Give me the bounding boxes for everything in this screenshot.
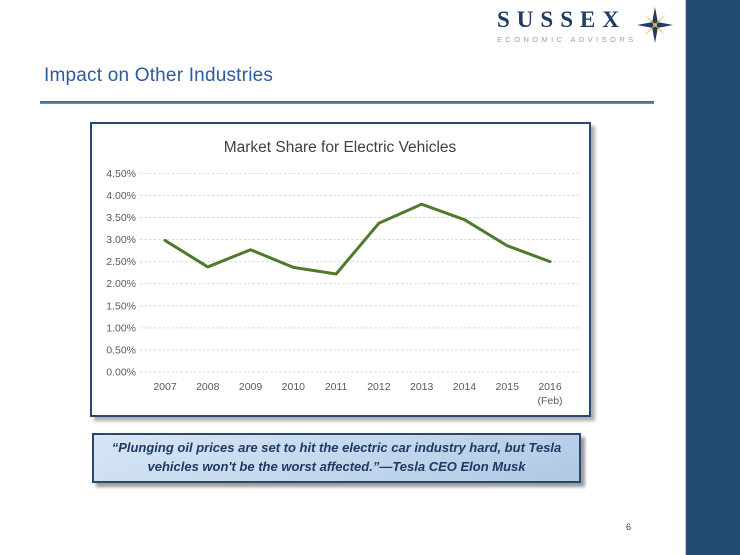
svg-text:2008: 2008 [196, 381, 220, 393]
logo-text-column: SUSSEX ECONOMIC ADVISORS [497, 7, 637, 45]
svg-text:0.00%: 0.00% [106, 367, 136, 379]
svg-text:2016: 2016 [538, 381, 562, 393]
sussex-logo: SUSSEX ECONOMIC ADVISORS [497, 7, 674, 48]
svg-text:2007: 2007 [153, 381, 177, 393]
svg-text:3.50%: 3.50% [106, 212, 136, 224]
title-divider-rule [40, 101, 654, 104]
svg-text:4.50%: 4.50% [106, 168, 136, 180]
compass-star-icon [637, 7, 674, 48]
chart-panel: Market Share for Electric Vehicles 0.00% 0… [90, 122, 591, 417]
svg-text:2014: 2014 [453, 381, 477, 393]
svg-text:2011: 2011 [325, 381, 348, 393]
svg-text:2015: 2015 [496, 381, 520, 393]
svg-text:Market Share for Electric Vehi: Market Share for Electric Vehicles [224, 139, 457, 156]
quote-callout-box: “Plunging oil prices are set to hit the … [92, 433, 581, 483]
svg-text:2.00%: 2.00% [106, 278, 136, 290]
svg-text:2.50%: 2.50% [106, 256, 136, 268]
right-accent-bar [685, 0, 740, 555]
svg-text:1.50%: 1.50% [106, 300, 136, 312]
logo-wordmark: SUSSEX [497, 7, 626, 32]
svg-text:4.00%: 4.00% [106, 190, 136, 202]
slide-title: Impact on Other Industries [44, 65, 274, 86]
svg-text:2009: 2009 [239, 381, 263, 393]
ev-market-share-line-chart: Market Share for Electric Vehicles 0.00% 0… [106, 139, 580, 407]
svg-text:(Feb): (Feb) [537, 395, 562, 407]
svg-text:2010: 2010 [282, 381, 306, 393]
svg-text:2012: 2012 [367, 381, 391, 393]
logo-subtitle: ECONOMIC ADVISORS [497, 35, 637, 44]
quote-text: “Plunging oil prices are set to hit the … [111, 440, 562, 474]
svg-text:3.00%: 3.00% [106, 234, 136, 246]
svg-text:2013: 2013 [410, 381, 434, 393]
svg-text:0.50%: 0.50% [106, 344, 136, 356]
page-number: 6 [626, 522, 632, 532]
svg-text:1.00%: 1.00% [106, 322, 136, 334]
